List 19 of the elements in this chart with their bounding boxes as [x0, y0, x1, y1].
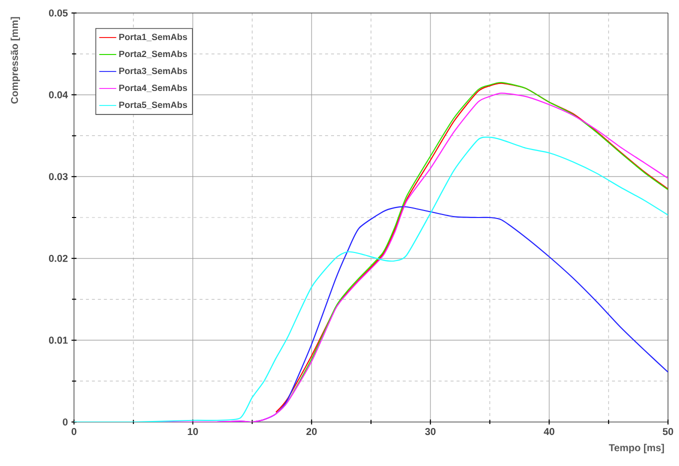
x-tick-label: 10: [188, 428, 198, 436]
x-axis-title: Tempo [ms]: [608, 444, 664, 454]
x-tick-label: 50: [662, 428, 674, 436]
legend-label: Porta2_SemAbs: [119, 50, 188, 58]
y-tick-label: 0.05: [48, 9, 68, 17]
x-tick-label: 30: [425, 428, 436, 436]
x-tick-label: 0: [72, 428, 76, 436]
y-tick-label: 0.01: [48, 336, 68, 344]
legend-label: Porta5_SemAbs: [119, 101, 188, 110]
y-axis-title: Compressão [mm]: [10, 17, 20, 104]
y-tick-label: 0: [62, 418, 68, 426]
legend-label: Porta3_SemAbs: [119, 67, 188, 76]
y-tick-label: 0.02: [48, 254, 68, 262]
y-tick-label: 0.03: [48, 173, 68, 180]
y-tick-label: 0.04: [48, 91, 68, 98]
legend-label: Porta1_SemAbs: [119, 34, 188, 42]
legend-label: Porta4_SemAbs: [119, 84, 188, 92]
x-tick-label: 20: [306, 428, 317, 436]
x-tick-label: 40: [544, 428, 554, 436]
